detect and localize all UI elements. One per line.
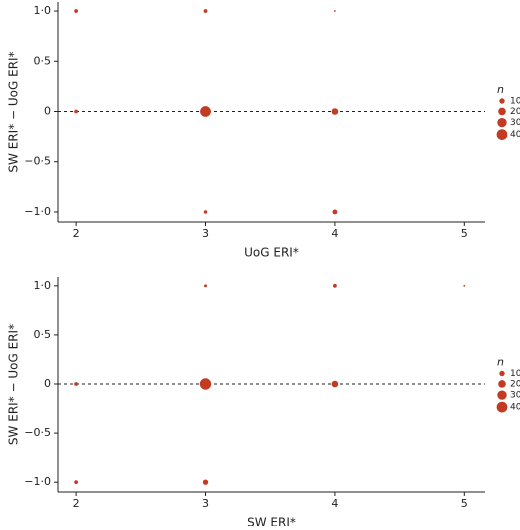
y-axis-label: SW ERI* − UoG ERI*: [7, 324, 21, 445]
point: [200, 106, 211, 117]
legend-marker: [496, 401, 508, 413]
x-tick-label: 4: [331, 227, 338, 240]
point: [74, 382, 79, 386]
y-tick-label: 0·5: [34, 54, 52, 67]
legend-marker: [499, 370, 505, 377]
point: [199, 378, 212, 390]
point: [204, 284, 207, 288]
legend-marker: [496, 129, 508, 140]
legend-label: 20: [510, 379, 520, 389]
legend-label: 10: [510, 369, 520, 379]
legend-label: 40: [510, 130, 520, 140]
y-tick-label: −0·5: [24, 426, 51, 439]
point: [202, 479, 209, 485]
y-tick-label: −1·0: [24, 475, 51, 488]
y-tick-label: 0·5: [34, 328, 52, 341]
y-tick-label: 0: [44, 377, 51, 390]
point: [74, 9, 79, 13]
x-tick-label: 2: [73, 497, 80, 510]
legend-marker: [498, 380, 506, 388]
point: [332, 209, 338, 215]
legend-marker: [498, 107, 506, 116]
legend-marker: [497, 117, 507, 128]
y-tick-label: 1·0: [34, 4, 52, 17]
y-axis-label: SW ERI* − UoG ERI*: [7, 51, 21, 172]
x-tick-label: 4: [331, 497, 338, 510]
y-tick-label: −0·5: [24, 155, 51, 168]
point: [74, 109, 79, 114]
x-tick-label: 3: [202, 497, 209, 510]
y-tick-label: 1·0: [34, 279, 52, 292]
x-axis-label: UoG ERI*: [244, 246, 299, 260]
legend-label: 10: [510, 97, 520, 107]
point: [203, 210, 208, 214]
y-tick-label: −1·0: [24, 205, 51, 218]
legend-label: 30: [510, 391, 520, 401]
x-tick-label: 5: [461, 227, 468, 240]
legend-marker: [497, 390, 507, 400]
legend-marker: [499, 98, 505, 104]
x-tick-label: 3: [202, 227, 209, 240]
legend-label: 20: [510, 107, 520, 117]
point: [74, 480, 79, 485]
point: [463, 284, 466, 287]
legend-title: n: [497, 356, 504, 369]
x-tick-label: 2: [73, 227, 80, 240]
point: [331, 380, 339, 388]
point: [334, 10, 336, 12]
point: [203, 9, 208, 13]
y-tick-label: 0: [44, 104, 51, 117]
legend-label: 40: [510, 403, 520, 413]
legend-title: n: [497, 83, 504, 96]
point: [331, 108, 339, 115]
x-tick-label: 5: [461, 497, 468, 510]
legend-label: 30: [510, 118, 520, 128]
x-axis-label: SW ERI*: [247, 516, 296, 527]
point: [333, 283, 337, 288]
